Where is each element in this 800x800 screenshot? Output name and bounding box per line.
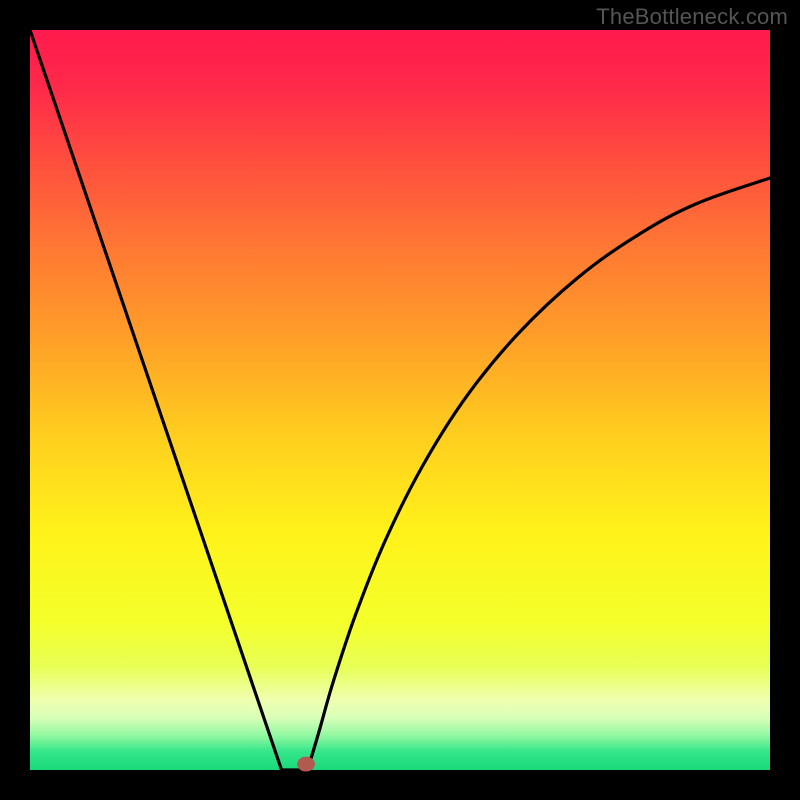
- watermark-text: TheBottleneck.com: [596, 4, 788, 30]
- optimum-marker: [297, 757, 315, 772]
- plot-background-gradient: [30, 30, 770, 770]
- bottleneck-chart: [0, 0, 800, 800]
